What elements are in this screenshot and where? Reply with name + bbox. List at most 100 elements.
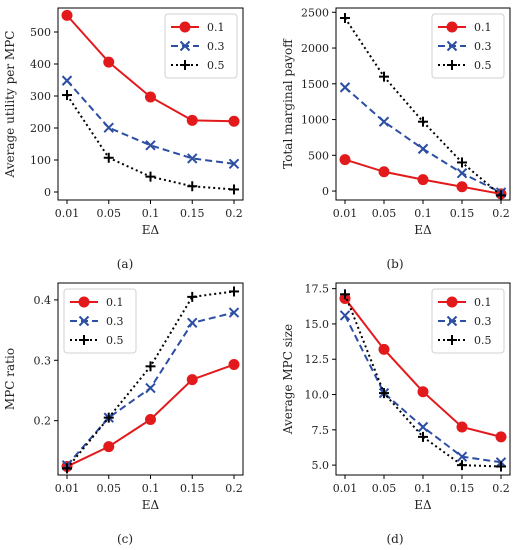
legend-label: 0.3 xyxy=(474,315,492,328)
y-tick-label: 10.0 xyxy=(305,389,330,402)
data-point xyxy=(417,386,429,398)
x-tick-label: 0.1 xyxy=(414,207,432,220)
data-point xyxy=(379,388,389,399)
panel-caption: (b) xyxy=(386,257,403,271)
panel-caption: (a) xyxy=(117,257,134,271)
legend-entry: 0.1 xyxy=(438,296,492,309)
data-point xyxy=(339,310,351,321)
x-tick: 0.01 xyxy=(333,200,357,220)
legend: 0.1 0.3 0.5 xyxy=(431,13,505,79)
x-tick: 0.15 xyxy=(180,475,205,495)
y-tick-label: 0.2 xyxy=(34,415,52,428)
x-tick-label: 0.1 xyxy=(142,207,160,220)
x-tick-label: 0.1 xyxy=(142,482,160,495)
y-tick: 12.5 xyxy=(305,353,336,366)
data-point xyxy=(456,421,468,433)
y-tick-label: 0.3 xyxy=(34,354,52,367)
y-tick-label: 300 xyxy=(30,90,51,103)
y-tick: 2500 xyxy=(301,6,336,19)
data-point xyxy=(378,116,390,127)
x-tick-label: 0.2 xyxy=(225,207,243,220)
x-tick-label: 0.2 xyxy=(492,482,510,495)
legend-entry: 0.1 xyxy=(70,296,124,309)
x-tick-label: 0.05 xyxy=(372,207,397,220)
y-tick-label: 12.5 xyxy=(305,353,330,366)
data-point xyxy=(228,115,240,127)
x-tick: 0.01 xyxy=(333,475,357,495)
series-0.1 xyxy=(339,154,507,200)
data-point xyxy=(496,190,506,201)
y-tick: 2000 xyxy=(301,42,336,55)
data-point xyxy=(145,413,156,425)
x-tick: 0.05 xyxy=(97,200,122,220)
x-tick-label: 0.01 xyxy=(55,207,80,220)
x-tick: 0.2 xyxy=(492,475,510,495)
legend-label: 0.5 xyxy=(106,334,124,347)
legend-entry: 0.5 xyxy=(171,59,225,72)
y-tick-label: 100 xyxy=(30,154,51,167)
series-0.1 xyxy=(61,359,240,473)
y-tick: 0.3 xyxy=(34,354,58,367)
data-point xyxy=(457,157,467,168)
y-tick: 0.2 xyxy=(34,415,58,428)
data-point xyxy=(378,166,390,178)
legend-entry: 0.5 xyxy=(70,334,124,347)
legend-label: 0.1 xyxy=(207,21,225,34)
series-line xyxy=(66,79,235,165)
y-tick-label: 15.0 xyxy=(305,318,330,331)
y-tick: 0 xyxy=(322,185,336,198)
legend: 0.1 0.3 0.5 xyxy=(63,288,137,354)
data-point xyxy=(456,181,468,193)
x-tick: 0.1 xyxy=(414,475,432,495)
x-axis-label: EΔ xyxy=(414,223,432,237)
legend-marker xyxy=(447,335,457,345)
data-point xyxy=(228,359,240,371)
data-point xyxy=(187,317,198,329)
series-0.3 xyxy=(61,75,240,170)
legend-marker xyxy=(447,60,457,70)
legend-entry: 0.3 xyxy=(438,40,492,53)
data-point xyxy=(103,122,114,133)
legend-label: 0.1 xyxy=(106,296,124,309)
data-point xyxy=(103,56,115,68)
y-tick-label: 1000 xyxy=(301,114,329,127)
x-tick: 0.15 xyxy=(180,200,205,220)
y-axis-label: MPC ratio xyxy=(3,348,17,410)
x-tick: 0.15 xyxy=(450,475,474,495)
data-point xyxy=(103,152,114,163)
data-point xyxy=(229,184,239,195)
series-line xyxy=(344,293,502,468)
x-tick-label: 0.15 xyxy=(180,207,205,220)
x-tick-label: 0.05 xyxy=(97,482,122,495)
x-tick-label: 0.15 xyxy=(180,482,205,495)
y-tick: 5.0 xyxy=(312,459,336,472)
data-point xyxy=(103,441,115,453)
data-point xyxy=(378,343,390,355)
y-tick: 0.4 xyxy=(34,294,58,307)
x-tick-label: 0.05 xyxy=(97,207,122,220)
data-point xyxy=(457,460,467,471)
y-axis-label: Average utility per MPC xyxy=(3,31,17,179)
legend-label: 0.3 xyxy=(474,40,492,53)
panel-caption: (d) xyxy=(386,532,403,546)
y-tick-label: 500 xyxy=(308,149,329,162)
x-axis-label: EΔ xyxy=(142,498,160,512)
data-point xyxy=(340,13,350,24)
data-point xyxy=(229,286,239,297)
y-tick: 17.5 xyxy=(305,283,336,296)
x-tick: 0.2 xyxy=(225,200,243,220)
y-tick: 15.0 xyxy=(305,318,336,331)
x-tick-label: 0.2 xyxy=(492,207,510,220)
data-point xyxy=(418,116,428,127)
y-axis-label: Total marginal payoff xyxy=(281,38,295,169)
x-tick-label: 0.2 xyxy=(225,482,243,495)
y-tick-label: 0.4 xyxy=(34,294,52,307)
data-point xyxy=(379,71,389,82)
x-axis-label: EΔ xyxy=(142,223,160,237)
data-point xyxy=(456,451,468,462)
legend-entry: 0.5 xyxy=(438,334,492,347)
y-tick: 7.5 xyxy=(312,424,336,437)
legend-marker xyxy=(179,40,191,52)
chart-panel-c: 0.01 0.05 0.1 0.15 0.2 0.2 0.3 0.4 EΔ MPC ratio 0.… xyxy=(3,282,244,546)
